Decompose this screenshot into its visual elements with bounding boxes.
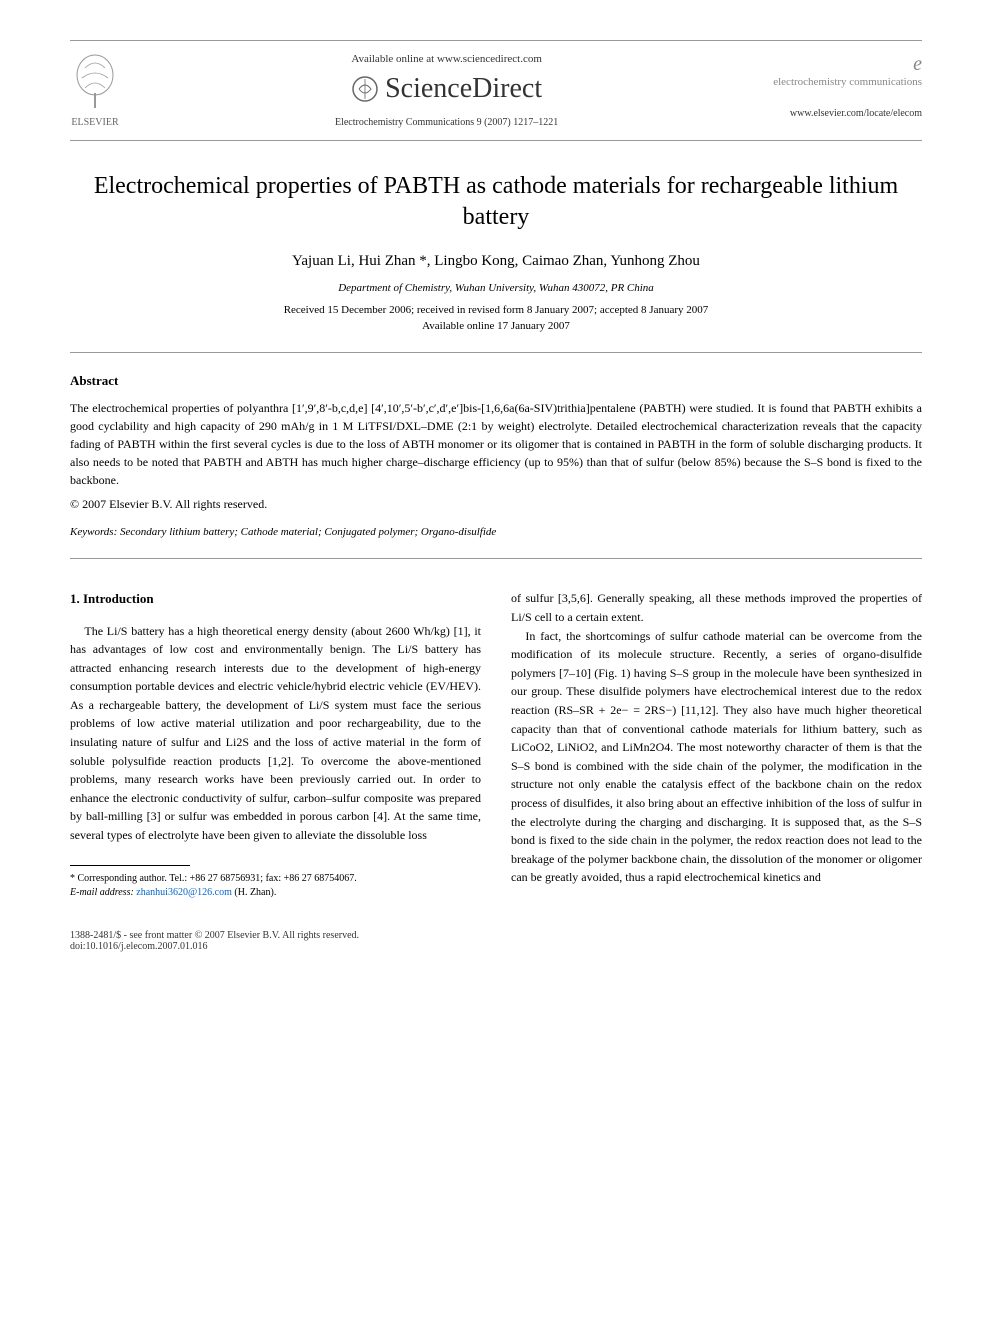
email-suffix: (H. Zhan).: [232, 887, 276, 898]
sciencedirect-icon: [351, 75, 379, 103]
email-link[interactable]: zhanhui3620@126.com: [136, 887, 232, 898]
corresponding-author-footnote: * Corresponding author. Tel.: +86 27 687…: [70, 872, 481, 900]
article-title: Electrochemical properties of PABTH as c…: [70, 171, 922, 233]
elsevier-tree-icon: [70, 53, 120, 113]
column-right: of sulfur [3,5,6]. Generally speaking, a…: [511, 589, 922, 899]
column-left: 1. Introduction The Li/S battery has a h…: [70, 589, 481, 899]
section-heading-intro: 1. Introduction: [70, 589, 481, 609]
email-line: E-mail address: zhanhui3620@126.com (H. …: [70, 886, 481, 900]
journal-logo-script: e: [773, 53, 922, 76]
available-online-text: Available online at www.sciencedirect.co…: [120, 53, 773, 65]
doi-line: doi:10.1016/j.elecom.2007.01.016: [70, 941, 922, 952]
keywords-label: Keywords:: [70, 526, 117, 538]
divider-top: [70, 352, 922, 353]
elsevier-label: ELSEVIER: [71, 117, 118, 128]
journal-branding: e electrochemistry communications www.el…: [773, 53, 922, 119]
authors-line: Yajuan Li, Hui Zhan *, Lingbo Kong, Caim…: [70, 253, 922, 270]
email-label: E-mail address:: [70, 887, 134, 898]
journal-reference: Electrochemistry Communications 9 (2007)…: [120, 117, 773, 128]
sciencedirect-wordmark: ScienceDirect: [385, 73, 542, 105]
journal-logo-name: electrochemistry communications: [773, 76, 922, 88]
intro-paragraph-2: In fact, the shortcomings of sulfur cath…: [511, 627, 922, 887]
footnote-divider: [70, 865, 190, 866]
header-bar: ELSEVIER Available online at www.science…: [70, 40, 922, 141]
intro-paragraph-1-cont: of sulfur [3,5,6]. Generally speaking, a…: [511, 589, 922, 626]
abstract-heading: Abstract: [70, 373, 922, 389]
elsevier-logo: ELSEVIER: [70, 53, 120, 128]
corresponding-line: * Corresponding author. Tel.: +86 27 687…: [70, 872, 481, 886]
body-columns: 1. Introduction The Li/S battery has a h…: [70, 589, 922, 899]
intro-paragraph-1: The Li/S battery has a high theoretical …: [70, 622, 481, 845]
abstract-copyright: © 2007 Elsevier B.V. All rights reserved…: [70, 497, 922, 512]
header-center: Available online at www.sciencedirect.co…: [120, 53, 773, 128]
available-online-date: Available online 17 January 2007: [70, 320, 922, 332]
abstract-text: The electrochemical properties of polyan…: [70, 399, 922, 489]
affiliation: Department of Chemistry, Wuhan Universit…: [70, 282, 922, 294]
keywords-text: Secondary lithium battery; Cathode mater…: [117, 526, 496, 538]
sciencedirect-row: ScienceDirect: [120, 73, 773, 105]
locate-url: www.elsevier.com/locate/elecom: [773, 108, 922, 119]
received-dates: Received 15 December 2006; received in r…: [70, 304, 922, 316]
front-matter-line: 1388-2481/$ - see front matter © 2007 El…: [70, 930, 922, 941]
divider-bottom: [70, 558, 922, 559]
footer-bar: 1388-2481/$ - see front matter © 2007 El…: [70, 930, 922, 952]
keywords-line: Keywords: Secondary lithium battery; Cat…: [70, 526, 922, 538]
